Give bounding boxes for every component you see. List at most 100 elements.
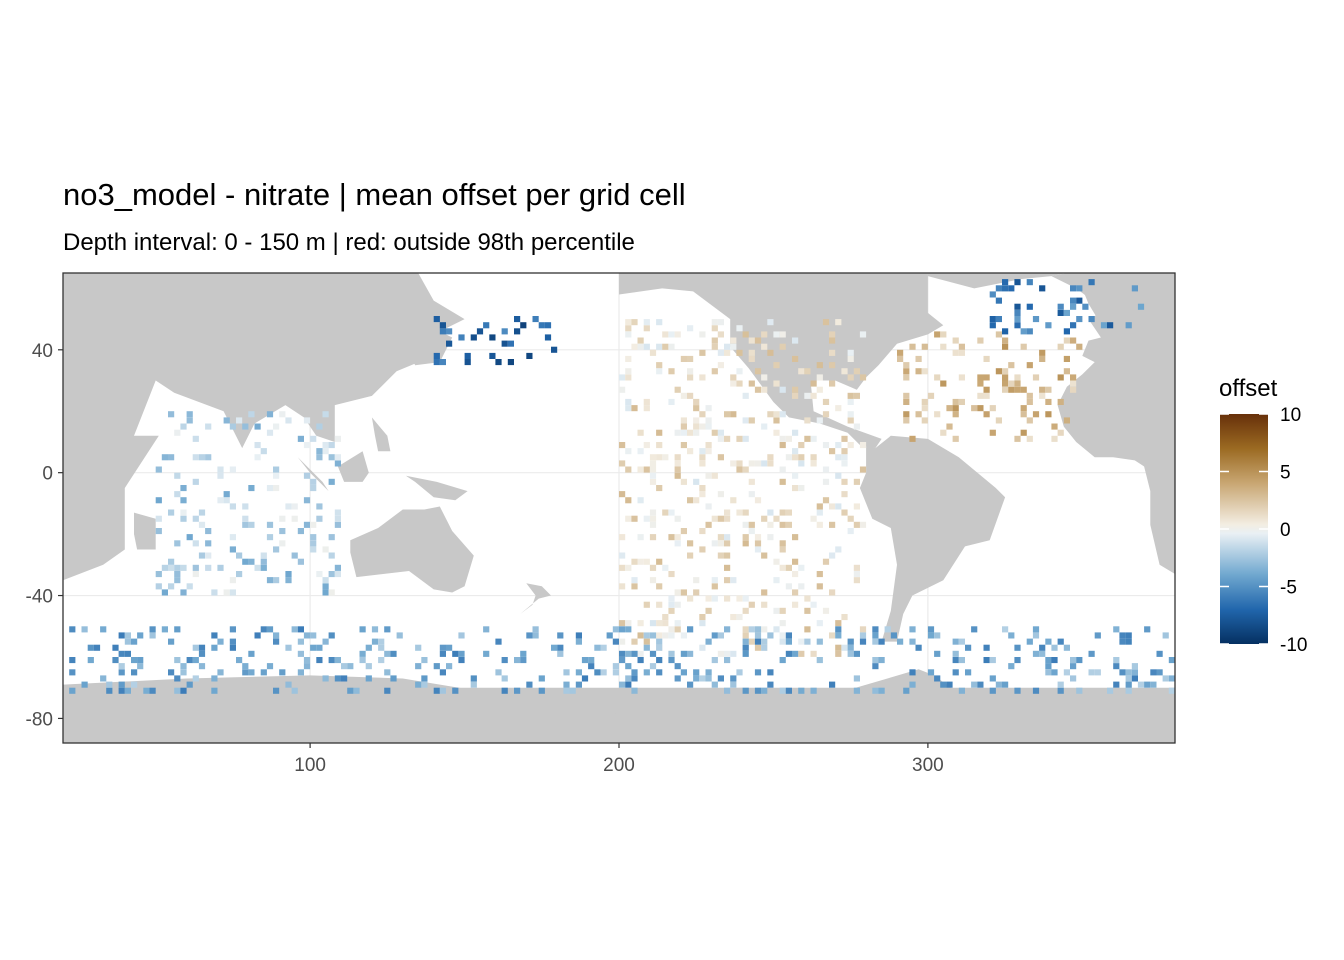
offset-cell [835, 405, 842, 412]
offset-cell [643, 398, 650, 405]
offset-cell [1020, 429, 1027, 436]
offset-cell [847, 442, 854, 449]
offset-cell [1070, 297, 1077, 304]
offset-cell [847, 392, 854, 399]
offset-cell [322, 577, 329, 584]
offset-cell [353, 687, 360, 694]
offset-cell [674, 460, 681, 467]
offset-cell [859, 466, 867, 473]
offset-cell [810, 601, 817, 608]
offset-cell [1076, 285, 1083, 292]
offset-cell [217, 638, 224, 645]
offset-cell [897, 355, 904, 362]
offset-cell [236, 571, 243, 578]
offset-cell [699, 411, 706, 418]
offset-cell [779, 386, 786, 393]
offset-cell [273, 546, 280, 553]
offset-cell [1063, 417, 1070, 424]
offset-cell [921, 417, 928, 424]
legend-tick-label: 0 [1280, 520, 1291, 541]
offset-cells [69, 279, 1175, 694]
offset-cell [619, 638, 626, 645]
offset-cell [711, 681, 718, 688]
offset-cell [322, 448, 329, 455]
offset-cell [767, 319, 774, 326]
offset-cell [1008, 663, 1015, 670]
offset-cell [792, 454, 799, 461]
offset-cell [798, 454, 805, 461]
offset-cell [205, 564, 212, 571]
offset-cell [983, 374, 990, 381]
offset-cell [155, 497, 162, 504]
offset-cell [779, 411, 786, 418]
offset-cell [1144, 681, 1151, 688]
offset-cell [217, 497, 224, 504]
offset-cell [717, 331, 724, 338]
offset-cell [829, 503, 836, 510]
offset-cell [952, 405, 959, 412]
offset-cell [674, 534, 681, 541]
offset-cell [717, 552, 724, 559]
y-tick-label: -40 [26, 587, 53, 608]
offset-cell [217, 472, 224, 479]
offset-cell [643, 515, 650, 522]
y-tick-label: -80 [26, 709, 53, 730]
offset-cell [767, 669, 774, 676]
offset-cell [1020, 386, 1027, 393]
offset-cell [717, 349, 724, 356]
offset-cell [69, 626, 76, 633]
offset-cell [687, 325, 694, 332]
offset-cell [143, 687, 150, 694]
offset-cell [600, 669, 607, 676]
offset-cell [1082, 303, 1089, 310]
offset-cell [792, 429, 799, 436]
offset-cell [186, 681, 193, 688]
offset-cell [1162, 632, 1169, 639]
offset-cell [180, 515, 187, 522]
offset-cell [816, 657, 823, 664]
offset-cell [137, 663, 144, 670]
offset-cell [229, 423, 236, 430]
offset-cell [989, 322, 996, 329]
offset-cell [334, 675, 341, 682]
offset-cell [242, 423, 249, 430]
offset-cell [458, 632, 465, 639]
offset-cell [310, 644, 317, 651]
offset-cell [223, 497, 230, 504]
offset-cell [847, 374, 854, 381]
offset-cell [1002, 368, 1009, 375]
offset-cell [341, 675, 348, 682]
offset-cell [958, 687, 965, 694]
offset-cell [754, 540, 762, 547]
offset-cell [649, 521, 657, 528]
offset-cell [649, 650, 657, 657]
offset-cell [736, 509, 743, 516]
offset-cell [804, 607, 811, 614]
offset-cell [1076, 687, 1083, 694]
offset-cell [198, 650, 206, 657]
offset-cell [384, 626, 391, 633]
offset-cell [705, 405, 712, 412]
offset-cell [551, 346, 558, 353]
offset-cell [242, 558, 249, 565]
offset-cell [829, 632, 836, 639]
offset-cell [1070, 657, 1077, 664]
offset-cell [192, 644, 199, 651]
offset-cell [785, 638, 792, 645]
offset-cell [940, 429, 947, 436]
offset-cell [520, 650, 527, 657]
offset-cell [495, 638, 502, 645]
offset-cell [575, 681, 582, 688]
offset-cell [229, 546, 236, 553]
offset-cell [767, 534, 774, 541]
offset-cell [1045, 657, 1052, 664]
offset-cell [464, 359, 471, 366]
offset-cell [853, 423, 860, 430]
offset-cell [1039, 386, 1046, 393]
offset-cell [439, 650, 446, 657]
offset-cell [1168, 657, 1175, 664]
offset-cell [1026, 362, 1033, 369]
offset-cell [699, 423, 706, 430]
offset-cell [557, 632, 564, 639]
offset-cell [334, 509, 341, 516]
